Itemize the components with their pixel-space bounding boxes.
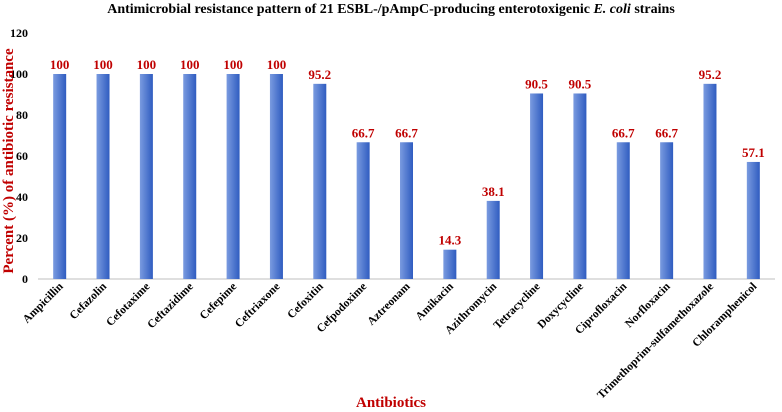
data-label: 14.3 xyxy=(438,233,461,248)
bar-cefepime xyxy=(226,74,240,279)
bar-azithromycin xyxy=(486,200,500,279)
x-tick-label: Amikacin xyxy=(414,280,457,323)
y-tick-label: 100 xyxy=(10,67,28,81)
y-tick-label: 0 xyxy=(22,272,28,286)
x-tick-label: Cefazolin xyxy=(68,280,110,322)
data-label: 38.1 xyxy=(482,184,505,199)
chart-title-main: Antimicrobial resistance pattern of 21 E… xyxy=(107,2,594,17)
x-tick-label: Cefepime xyxy=(198,281,239,322)
bars xyxy=(53,74,760,279)
data-label: 95.2 xyxy=(699,67,722,82)
x-axis-label: Antibiotics xyxy=(356,395,426,411)
data-labels: 100 100 100 100 100 100 95.2 66.7 66.7 14.3 38.1 90… xyxy=(50,57,765,248)
data-label: 66.7 xyxy=(395,125,418,140)
y-tick-label: 20 xyxy=(16,231,28,245)
chart-title-italic: E. coli xyxy=(593,2,631,17)
bar-ceftazidime xyxy=(183,74,197,279)
bar-trimethoprim-sulfamethoxazole xyxy=(703,83,717,279)
data-label: 66.7 xyxy=(612,125,635,140)
bar-cefotaxime xyxy=(139,74,153,279)
x-tick-label: Ampicillin xyxy=(21,280,67,326)
data-label: 66.7 xyxy=(352,125,375,140)
bar-chloramphenicol xyxy=(746,161,760,279)
data-label: 100 xyxy=(137,57,157,72)
bar-tetracycline xyxy=(530,93,544,279)
data-label: 90.5 xyxy=(525,76,548,91)
data-label: 90.5 xyxy=(569,76,592,91)
y-tick-label: 40 xyxy=(16,190,28,204)
chart-title: Antimicrobial resistance pattern of 21 E… xyxy=(0,2,782,18)
y-axis-label: Percent (%) of antibiotic resistance xyxy=(1,48,17,274)
data-label: 66.7 xyxy=(655,125,678,140)
bar-aztreonam xyxy=(400,142,413,279)
bar-ciprofloxacin xyxy=(616,142,630,279)
data-label: 100 xyxy=(180,57,200,72)
bar-cefazolin xyxy=(96,74,110,279)
x-tick-label: Cefoxitin xyxy=(285,280,326,321)
bar-amikacin xyxy=(443,249,457,279)
chart-title-end: strains xyxy=(630,2,675,17)
bar-cefpodoxime xyxy=(356,142,370,279)
x-tick-label: Tetracycline xyxy=(492,281,543,332)
bar-norfloxacin xyxy=(660,142,674,279)
data-label: 100 xyxy=(223,57,243,72)
bar-ceftriaxone xyxy=(269,74,283,279)
data-label: 57.1 xyxy=(742,145,765,160)
x-tick-label: Aztreonam xyxy=(365,280,412,327)
bar-cefoxitin xyxy=(313,83,327,279)
x-tick-label: Ceftriaxone xyxy=(233,281,283,331)
y-tick-label: 80 xyxy=(16,108,28,122)
y-axis-ticks: 0 20 40 60 80 100 120 xyxy=(10,26,28,286)
data-label: 100 xyxy=(50,57,70,72)
x-axis-ticks: Ampicillin CefazolinCefotaximeCeftazidime… xyxy=(21,280,760,401)
data-label: 95.2 xyxy=(308,67,331,82)
bar-ampicillin xyxy=(53,74,67,279)
data-label: 100 xyxy=(93,57,113,72)
y-tick-label: 60 xyxy=(16,149,28,163)
bar-doxycycline xyxy=(573,93,587,279)
x-tick-label: Ceftazidime xyxy=(145,281,195,331)
data-label: 100 xyxy=(267,57,287,72)
y-tick-label: 120 xyxy=(10,26,28,40)
